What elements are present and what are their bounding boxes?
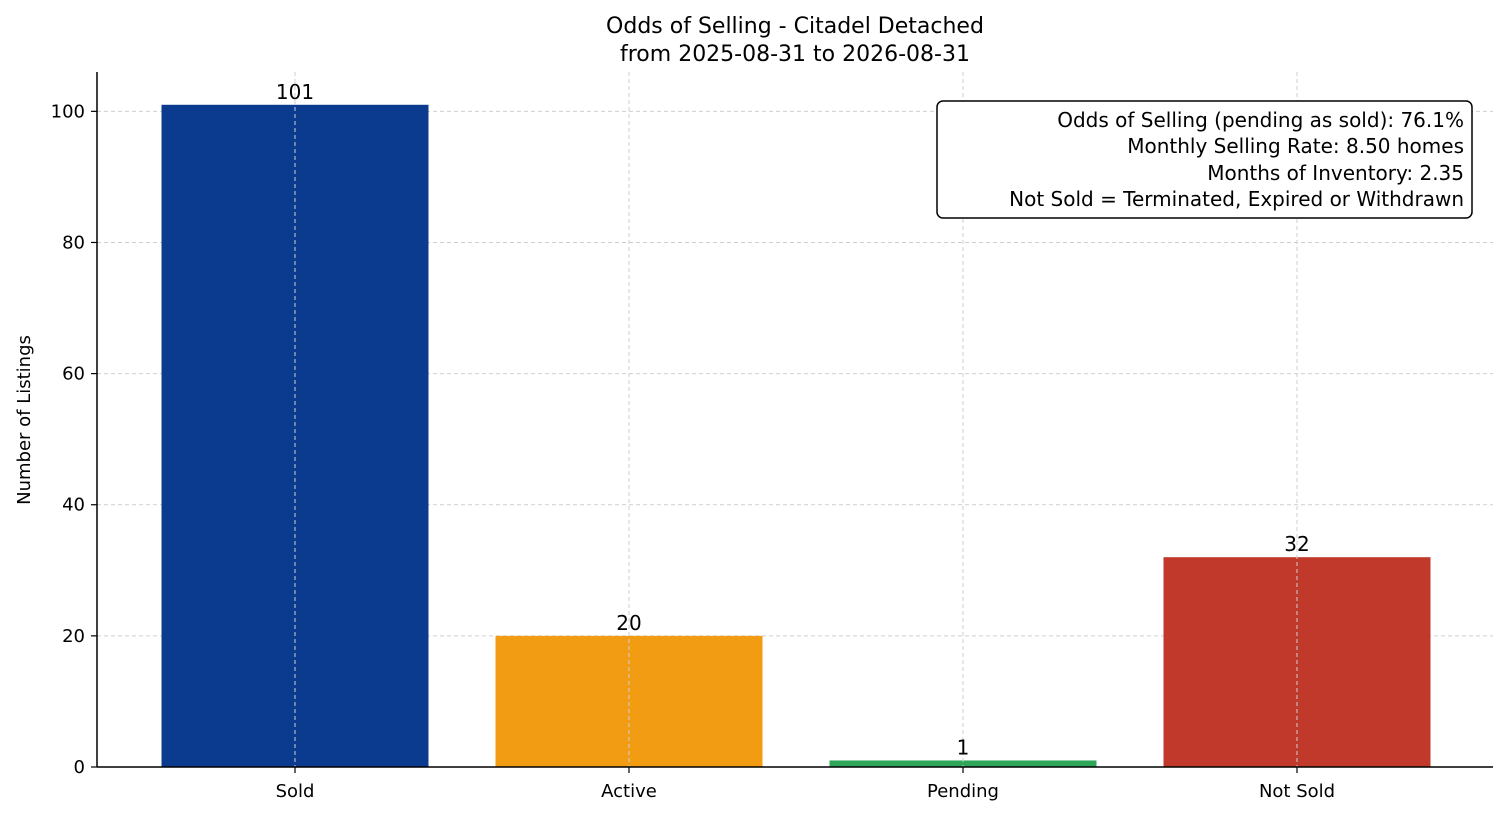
x-tick-label: Sold	[276, 781, 315, 802]
y-tick-label: 80	[62, 232, 85, 253]
data-labels: 101 20 1 32	[276, 80, 1310, 760]
x-tick-label: Not Sold	[1259, 781, 1335, 802]
chart-title: Odds of Selling - Citadel Detached	[606, 14, 984, 39]
x-tick-label: Active	[601, 781, 657, 802]
info-box-frame	[936, 100, 1473, 219]
y-axis-label: Number of Listings	[14, 335, 35, 505]
y-tick-label: 60	[62, 364, 85, 385]
x-tick-label: Pending	[927, 781, 999, 802]
info-selling-rate: Monthly Selling Rate: 8.50 homes	[1127, 134, 1464, 158]
y-tick-label: 40	[62, 495, 85, 516]
data-label: 32	[1284, 532, 1309, 556]
info-months-inventory: Months of Inventory: 2.35	[1207, 161, 1464, 185]
data-label: 101	[276, 80, 314, 104]
y-ticks: 0 20 40 60 80 100	[51, 101, 97, 778]
data-label: 1	[957, 735, 970, 759]
y-tick-label: 0	[74, 757, 85, 778]
info-odds: Odds of Selling (pending as sold): 76.1%	[1057, 108, 1464, 132]
bar-pending	[829, 760, 1097, 767]
data-label: 20	[616, 611, 641, 635]
info-box: Odds of Selling (pending as sold): 76.1%…	[936, 100, 1473, 219]
y-tick-label: 20	[62, 626, 85, 647]
y-tick-label: 100	[51, 101, 85, 122]
info-not-sold-note: Not Sold = Terminated, Expired or Withdr…	[1009, 187, 1464, 211]
x-ticks: Sold Active Pending Not Sold	[276, 767, 1335, 802]
chart-subtitle: from 2025-08-31 to 2026-08-31	[620, 42, 970, 67]
